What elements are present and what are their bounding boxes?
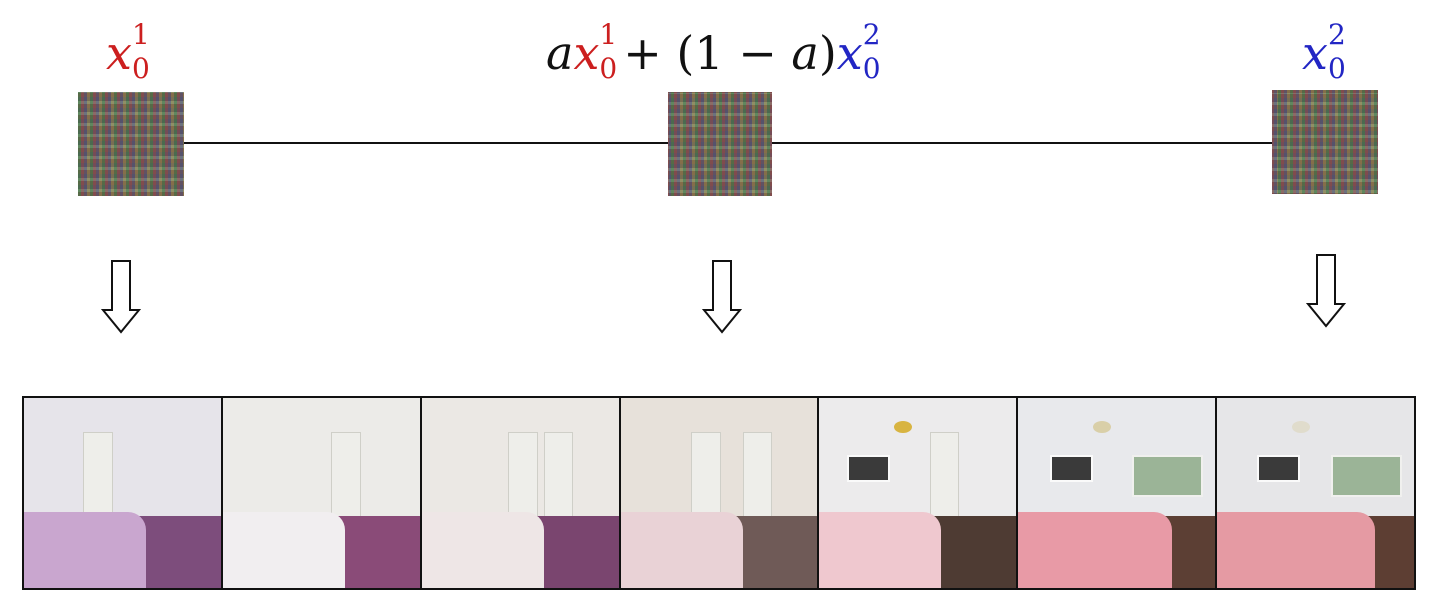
window bbox=[1331, 455, 1403, 497]
bed bbox=[421, 512, 544, 588]
bedroom-image-2 bbox=[222, 398, 422, 588]
down-arrow-icon bbox=[1306, 254, 1346, 328]
bed bbox=[222, 512, 345, 588]
ceiling-lamp bbox=[1291, 420, 1310, 433]
door bbox=[742, 432, 773, 530]
wall-picture bbox=[1256, 455, 1300, 482]
door bbox=[929, 432, 960, 530]
bedroom-image-3 bbox=[421, 398, 621, 588]
ceiling-lamp bbox=[1093, 420, 1112, 433]
bed bbox=[1217, 512, 1375, 588]
noise-image-left bbox=[78, 92, 184, 196]
bed bbox=[620, 512, 743, 588]
bedroom-image-5 bbox=[819, 398, 1019, 588]
noise-image-right bbox=[1272, 90, 1378, 194]
ceiling-lamp bbox=[894, 420, 913, 433]
label-x0-1: x010 bbox=[106, 18, 150, 85]
down-arrow-icon bbox=[101, 260, 141, 334]
interpolated-images-strip bbox=[22, 396, 1416, 590]
bedroom-image-4 bbox=[620, 398, 820, 588]
door bbox=[331, 432, 361, 530]
wall-picture bbox=[1049, 455, 1094, 482]
bed bbox=[1018, 512, 1172, 588]
bedroom-image-1 bbox=[24, 398, 223, 588]
noise-image-middle bbox=[668, 92, 772, 196]
window bbox=[1132, 455, 1204, 497]
door bbox=[543, 432, 574, 530]
label-x0-2: x020 bbox=[1302, 18, 1346, 85]
label-interpolation-formula: ax010+ (1 − a)x020 bbox=[546, 18, 881, 85]
wall bbox=[222, 398, 420, 516]
wall-picture bbox=[846, 455, 891, 482]
wall bbox=[24, 398, 221, 516]
down-arrow-icon bbox=[702, 260, 742, 334]
bed bbox=[819, 512, 942, 588]
bed bbox=[24, 512, 147, 588]
bedroom-image-7 bbox=[1217, 398, 1415, 588]
bedroom-image-6 bbox=[1018, 398, 1218, 588]
